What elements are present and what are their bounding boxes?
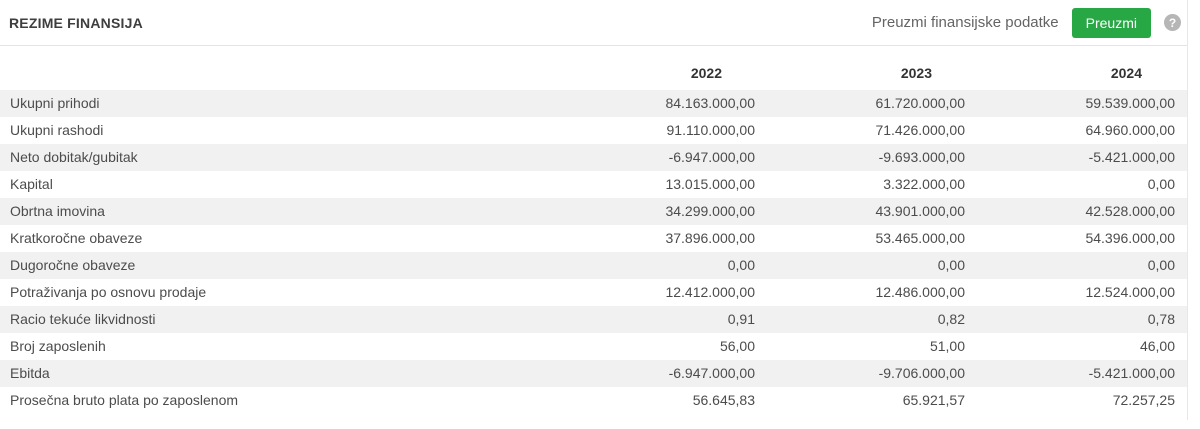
row-value: 0,00 xyxy=(1147,176,1175,192)
row-value: 12.412.000,00 xyxy=(665,284,755,300)
year-column-header: 2024 xyxy=(1110,65,1142,81)
row-value: 61.720.000,00 xyxy=(875,95,965,111)
metric-column-header xyxy=(0,59,557,90)
row-value: 12.486.000,00 xyxy=(875,284,965,300)
row-value: 37.896.000,00 xyxy=(665,230,755,246)
row-value: 0,00 xyxy=(937,257,965,273)
table-body: Ukupni prihodi 84.163.000,00 61.720.000,00… xyxy=(0,90,1187,414)
row-value: 46,00 xyxy=(1139,338,1175,354)
row-value: -9.693.000,00 xyxy=(878,149,965,165)
row-label: Potraživanja po osnovu prodaje xyxy=(10,284,207,300)
financial-summary-table: 2022 2023 2024 Ukupni prihodi 84.163.000,00… xyxy=(0,59,1187,414)
table-wrap: 2022 2023 2024 Ukupni prihodi 84.163.000,00… xyxy=(0,46,1187,414)
table-row: Neto dobitak/gubitak -6.947.000,00 -9.693.… xyxy=(0,144,1187,171)
row-value: -6.947.000,00 xyxy=(668,365,755,381)
row-value: 65.921,57 xyxy=(902,392,965,408)
download-data-label: Preuzmi finansijske podatke xyxy=(871,14,1059,31)
row-value: 51,00 xyxy=(929,338,965,354)
row-value: 84.163.000,00 xyxy=(665,95,755,111)
row-value: 0,82 xyxy=(937,311,965,327)
row-label: Ebitda xyxy=(10,365,50,381)
table-row: Prosečna bruto plata po zaposlenom 56.645… xyxy=(0,387,1187,414)
table-row: Ukupni prihodi 84.163.000,00 61.720.000,00… xyxy=(0,90,1187,117)
row-label: Ukupni prihodi xyxy=(10,95,100,111)
row-value: -6.947.000,00 xyxy=(668,149,755,165)
row-value: 91.110.000,00 xyxy=(666,122,756,138)
row-value: 12.524.000,00 xyxy=(1085,284,1175,300)
help-icon[interactable]: ? xyxy=(1164,14,1181,31)
table-row: Kapital 13.015.000,00 3.322.000,00 0,00 xyxy=(0,171,1187,198)
table-row: Broj zaposlenih 56,00 51,00 46,00 xyxy=(0,333,1187,360)
row-value: 0,78 xyxy=(1147,311,1175,327)
row-label: Prosečna bruto plata po zaposlenom xyxy=(10,392,239,408)
row-value: 53.465.000,00 xyxy=(875,230,965,246)
table-row: Dugoročne obaveze 0,00 0,00 0,00 xyxy=(0,252,1187,279)
row-value: 59.539.000,00 xyxy=(1085,95,1175,111)
row-label: Racio tekuće likvidnosti xyxy=(10,311,156,327)
table-header-row: 2022 2023 2024 xyxy=(0,59,1187,90)
year-column-header: 2022 xyxy=(690,65,722,81)
row-label: Neto dobitak/gubitak xyxy=(10,149,138,165)
row-value: 34.299.000,00 xyxy=(665,203,755,219)
table-row: Kratkoročne obaveze 37.896.000,00 53.465.0… xyxy=(0,225,1187,252)
table-row: Potraživanja po osnovu prodaje 12.412.000… xyxy=(0,279,1187,306)
table-row: Ebitda -6.947.000,00 -9.706.000,00 -5.421.0… xyxy=(0,360,1187,387)
row-value: 54.396.000,00 xyxy=(1085,230,1175,246)
row-value: -9.706.000,00 xyxy=(878,365,965,381)
row-label: Obrtna imovina xyxy=(10,203,105,219)
row-value: 13.015.000,00 xyxy=(665,176,755,192)
row-value: 0,00 xyxy=(727,257,755,273)
table-row: Ukupni rashodi 91.110.000,00 71.426.000,00… xyxy=(0,117,1187,144)
row-value: -5.421.000,00 xyxy=(1088,149,1175,165)
financial-summary-panel: REZIME FINANSIJA Preuzmi finansijske pod… xyxy=(0,0,1188,420)
row-value: 43.901.000,00 xyxy=(875,203,965,219)
row-value: 64.960.000,00 xyxy=(1085,122,1175,138)
row-value: 0,00 xyxy=(1147,257,1175,273)
row-value: 56,00 xyxy=(719,338,755,354)
row-value: 0,91 xyxy=(727,311,755,327)
row-value: 56.645,83 xyxy=(692,392,755,408)
panel-header: REZIME FINANSIJA Preuzmi finansijske pod… xyxy=(0,0,1187,46)
year-column-header: 2023 xyxy=(900,65,932,81)
row-value: 42.528.000,00 xyxy=(1085,203,1175,219)
header-actions: Preuzmi finansijske podatke Preuzmi ? xyxy=(871,7,1181,38)
row-label: Dugoročne obaveze xyxy=(10,257,136,273)
row-label: Broj zaposlenih xyxy=(10,338,106,354)
row-value: 71.426.000,00 xyxy=(875,122,965,138)
table-row: Racio tekuće likvidnosti 0,91 0,82 0,78 xyxy=(0,306,1187,333)
row-value: -5.421.000,00 xyxy=(1088,365,1175,381)
row-value: 72.257,25 xyxy=(1112,392,1175,408)
row-value: 3.322.000,00 xyxy=(883,176,965,192)
row-label: Kratkoročne obaveze xyxy=(10,230,143,246)
row-label: Kapital xyxy=(10,176,53,192)
row-label: Ukupni rashodi xyxy=(10,122,104,138)
table-row: Obrtna imovina 34.299.000,00 43.901.000,00… xyxy=(0,198,1187,225)
page-title: REZIME FINANSIJA xyxy=(9,14,143,31)
download-button[interactable]: Preuzmi xyxy=(1071,7,1151,38)
